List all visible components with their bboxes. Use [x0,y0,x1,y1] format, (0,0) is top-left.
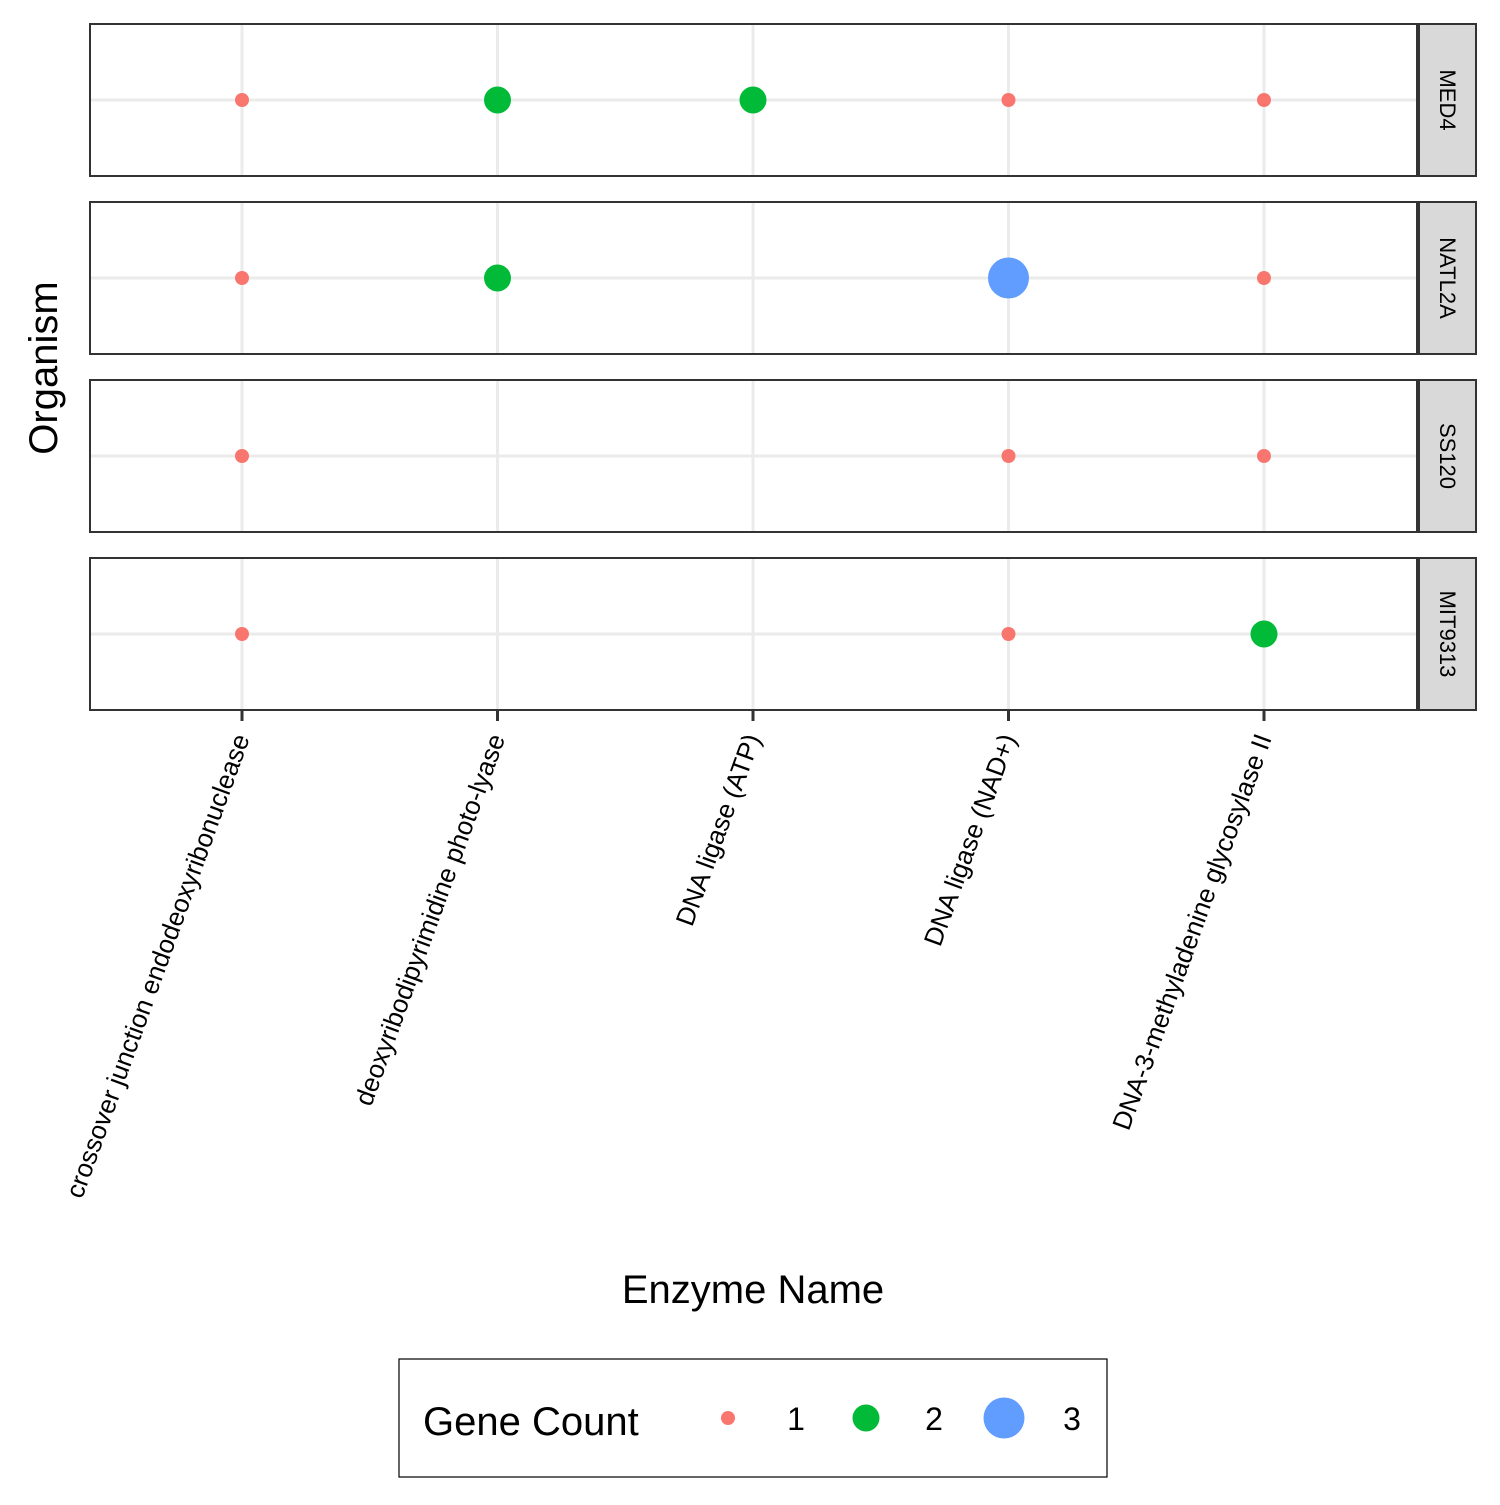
legend-label: 1 [787,1401,805,1437]
facet-strip [1418,557,1477,711]
panel-border [89,379,1418,533]
legend-title: Gene Count [423,1400,639,1444]
legend-label: 2 [925,1401,943,1437]
facet-strip-label: SS120 [1435,423,1460,489]
data-point [484,86,511,114]
legend-key [721,1411,735,1425]
data-point [235,271,249,285]
x-axis: crossover junction endodeoxyribonuclease… [59,710,1278,1202]
legend-key [983,1397,1025,1439]
x-tick-label: DNA-3-methyladenine glycosylase II [1106,730,1278,1134]
facet-strip-label: MED4 [1435,69,1460,130]
data-point [235,449,249,463]
facet-panel-natl2a: NATL2A [89,201,1477,355]
facet-strip [1418,379,1477,533]
facet-panels: MED4 NATL2A SS120 MIT9313 [89,23,1477,711]
legend-label: 3 [1063,1401,1081,1437]
data-point [1257,271,1271,285]
y-axis-title: Organism [22,281,66,454]
facet-strip-label: NATL2A [1435,237,1460,319]
data-point [235,627,249,641]
panel-border [89,23,1418,177]
x-tick-label: DNA ligase (ATP) [669,730,766,930]
facet-panel-mit9313: MIT9313 [89,557,1477,711]
facet-strip-label: MIT9313 [1435,591,1460,678]
data-point [235,93,249,107]
data-point [1001,627,1016,641]
x-tick-label: crossover junction endodeoxyribonuclease [59,730,255,1202]
legend: Gene Count 1 2 3 [398,1358,1108,1478]
data-point [1001,93,1016,107]
x-axis-title: Enzyme Name [622,1268,884,1312]
facet-panel-ss120: SS120 [89,379,1477,533]
data-point [1257,449,1271,463]
panel-border [89,201,1418,355]
data-point [739,86,767,114]
data-point [988,257,1029,299]
data-point [1257,93,1271,107]
facet-strip [1418,23,1477,177]
facet-panel-med4: MED4 [89,23,1477,177]
legend-key [852,1404,880,1432]
data-point [1001,449,1016,463]
facet-strip [1418,201,1477,355]
x-tick-label: deoxyribodipyrimidine photo-lyase [348,730,511,1110]
data-point [1250,620,1278,648]
data-point [484,264,511,292]
x-tick-label: DNA ligase (NAD+) [918,730,1023,950]
